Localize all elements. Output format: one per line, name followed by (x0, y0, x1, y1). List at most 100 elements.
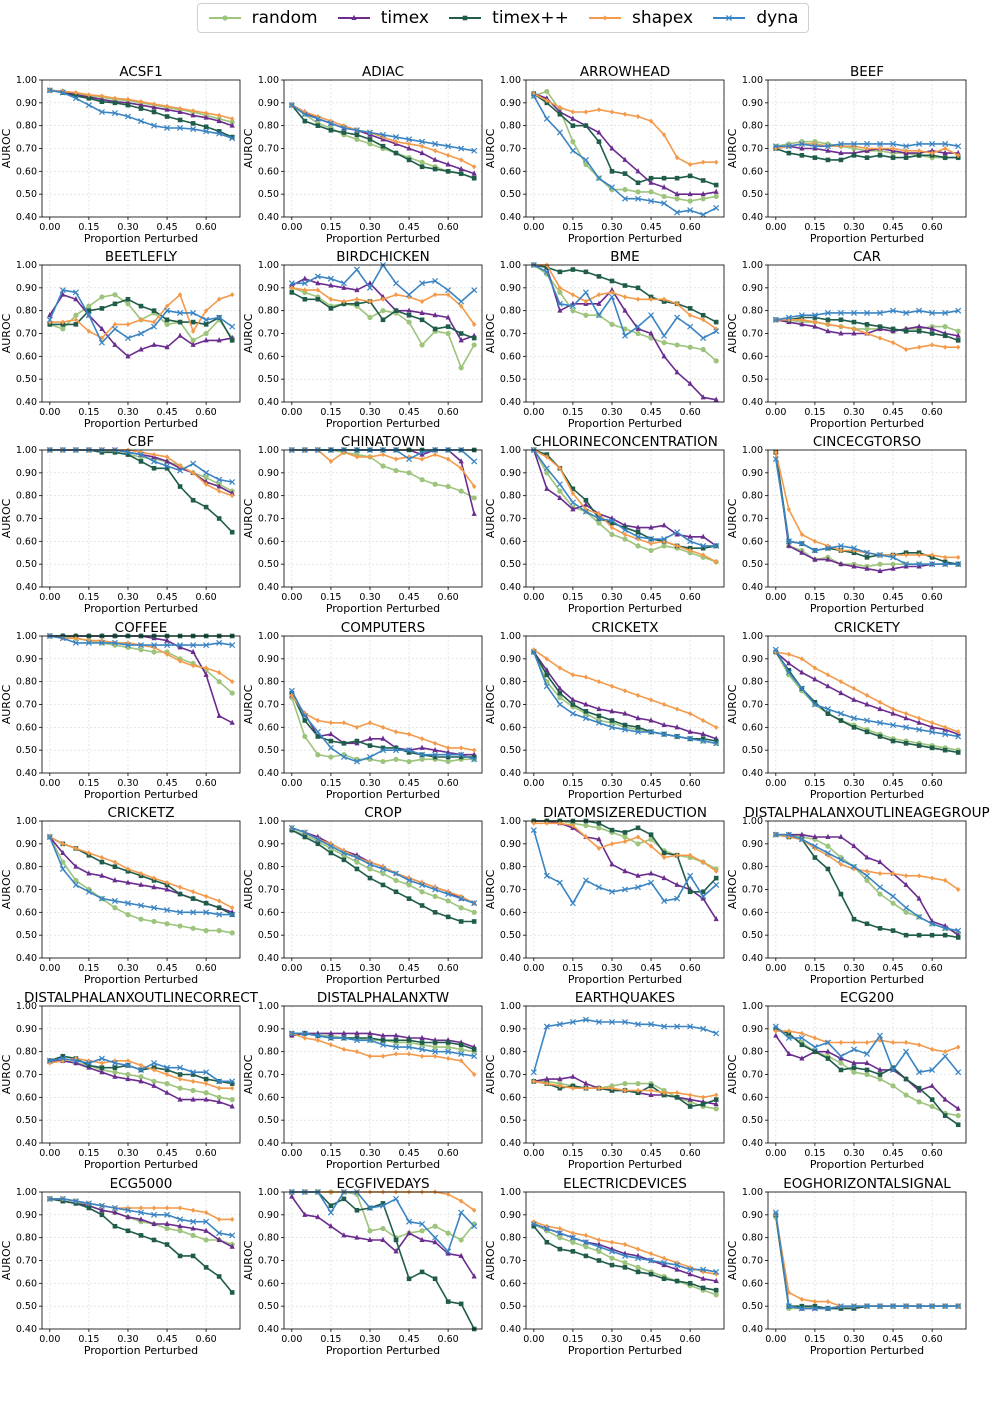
y-tick-label: 0.90 (258, 283, 279, 294)
point-random-marker (838, 1060, 844, 1066)
panel-title: CRICKETY (834, 620, 901, 636)
point-timex-marker (354, 1030, 360, 1036)
point-shapex-marker (622, 838, 628, 845)
point-dyna-marker (393, 280, 400, 287)
point-timex-marker (700, 394, 706, 400)
point-timex-marker (851, 1059, 857, 1066)
point-timex++-marker (151, 1237, 157, 1243)
series-group (772, 831, 962, 940)
point-random-marker (916, 1099, 922, 1105)
y-tick-label: 0.90 (500, 1210, 521, 1221)
point-timex++-marker (229, 529, 235, 535)
panel-chlorineconcentration: 0.400.500.600.700.800.901.000.00 0.15 0.30… (484, 434, 725, 615)
point-timex-marker (648, 870, 654, 876)
point-dyna-marker (379, 1041, 387, 1048)
point-dyna-marker (713, 204, 720, 211)
point-random-marker (125, 1071, 131, 1078)
x-tick-label: 0.45 (640, 592, 661, 603)
point-timex++-marker (393, 1237, 399, 1243)
point-dyna-marker (301, 111, 308, 118)
x-tick-label: 0.30 (601, 222, 622, 233)
point-dyna-marker (458, 145, 465, 152)
point-random-marker (432, 1044, 438, 1050)
y-tick-label: 0.90 (258, 839, 279, 850)
point-dyna-marker (700, 1266, 707, 1273)
x-tick-label: 0.00 (523, 1148, 544, 1159)
y-axis-label: AUROC (484, 684, 497, 724)
point-random-marker (138, 1074, 144, 1080)
point-dyna-marker (393, 747, 400, 754)
x-tick-label: 0.15 (320, 1148, 341, 1159)
point-timex-marker (138, 1078, 144, 1084)
point-shapex-marker (570, 1085, 576, 1091)
point-timex++-marker (955, 1122, 961, 1128)
series-group (46, 1053, 236, 1109)
panel-title: BME (610, 249, 639, 265)
panel-adiac: 0.400.500.600.700.800.901.000.00 0.15 0.30… (242, 64, 483, 245)
point-random-marker (458, 1237, 464, 1243)
point-timex++-marker (432, 326, 438, 332)
legend-swatch (589, 15, 622, 21)
y-tick-label: 0.60 (742, 722, 763, 733)
point-random-marker (73, 312, 79, 318)
panel-title: CHINATOWN (341, 434, 425, 450)
x-tick-label: 0.60 (922, 778, 943, 789)
y-tick-label: 0.80 (16, 1233, 37, 1244)
panel-computers: 0.400.500.600.700.800.901.000.00 0.15 0.30… (242, 620, 483, 801)
point-shapex-marker (445, 1055, 451, 1062)
x-tick-label: 0.60 (196, 222, 217, 233)
y-tick-label: 0.70 (16, 329, 37, 340)
y-tick-label: 0.80 (742, 1047, 763, 1058)
point-timex++-marker (203, 124, 209, 130)
point-timex-marker (557, 1075, 563, 1082)
y-tick-label: 0.80 (258, 862, 279, 873)
y-tick-label: 0.90 (258, 468, 279, 479)
point-dyna-marker (648, 312, 655, 319)
point-timex-marker (700, 190, 706, 197)
y-tick-label: 0.50 (16, 559, 37, 570)
point-shapex-marker (661, 1090, 667, 1096)
y-axis-label: AUROC (242, 128, 255, 168)
point-shapex-marker (609, 109, 615, 115)
point-dyna-marker (432, 751, 439, 758)
point-timex++-marker (648, 1271, 654, 1277)
point-shapex-marker (151, 101, 157, 107)
y-tick-label: 0.70 (742, 1070, 763, 1081)
point-random-marker (73, 877, 79, 883)
point-shapex-marker (955, 344, 961, 350)
y-tick-label: 1.00 (258, 75, 279, 86)
point-timex++-marker (432, 754, 438, 760)
point-timex-marker (177, 332, 183, 338)
point-timex-marker (570, 696, 576, 702)
point-random-marker (229, 1097, 235, 1103)
y-tick-label: 1.00 (742, 260, 763, 271)
point-dyna-marker (229, 1078, 236, 1085)
point-dyna-marker (85, 102, 92, 109)
point-dyna-marker (216, 911, 223, 918)
point-shapex-marker (177, 884, 183, 890)
y-tick-label: 0.70 (258, 144, 279, 155)
point-shapex-marker (799, 656, 805, 662)
point-random-marker (942, 324, 948, 330)
point-random-marker (674, 196, 680, 202)
point-random-marker (190, 925, 196, 931)
point-dyna-marker (301, 829, 308, 836)
point-timex-marker (328, 282, 334, 288)
point-dyna-marker (353, 266, 360, 273)
point-timex++-marker (955, 750, 961, 755)
point-random-marker (367, 141, 373, 147)
series-group (772, 307, 962, 353)
point-timex-marker (648, 717, 654, 723)
y-tick-label: 0.90 (742, 839, 763, 850)
y-tick-label: 0.90 (16, 1024, 37, 1035)
point-shapex-marker (583, 1232, 589, 1238)
point-dyna-marker (406, 456, 413, 463)
point-shapex-marker (583, 674, 589, 680)
point-random-marker (380, 870, 386, 877)
point-dyna-marker (890, 140, 897, 147)
point-shapex-marker (687, 852, 693, 858)
y-tick-label: 0.50 (258, 559, 279, 570)
point-dyna-marker (164, 907, 171, 914)
point-random-marker (60, 326, 66, 332)
point-timex-marker (687, 190, 693, 197)
